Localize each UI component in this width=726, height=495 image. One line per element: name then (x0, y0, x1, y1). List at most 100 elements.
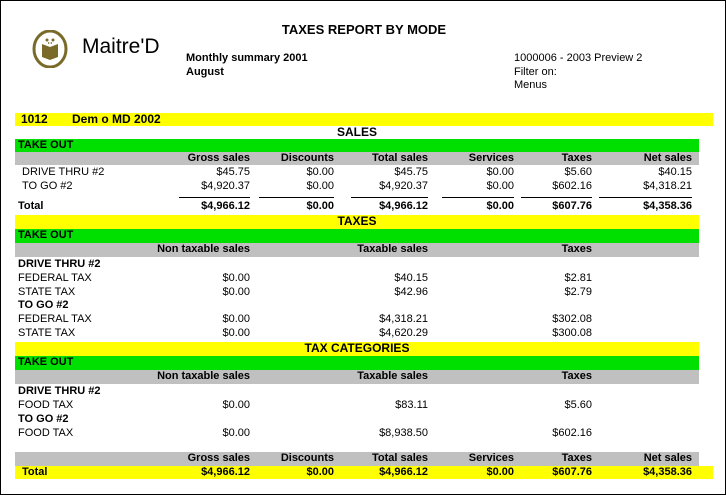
grand-total-value: $4,358.36 (643, 466, 692, 478)
column-header: Taxable sales (357, 370, 428, 382)
mode-label: TAKE OUT (18, 356, 74, 368)
column-header: Taxable sales (357, 243, 428, 255)
store-bar: 1012 Dem o MD 2002 (15, 113, 713, 126)
column-header: Taxes (561, 243, 592, 255)
cell-value: $0.00 (222, 426, 250, 439)
section-title: SALES (336, 125, 377, 139)
total-rule (442, 197, 514, 198)
section-bar (15, 215, 699, 229)
section-bar (15, 342, 699, 356)
cell-value: $602.16 (552, 426, 592, 439)
total-value: $0.00 (486, 200, 514, 212)
cell-value: $45.75 (216, 166, 250, 178)
cell-value: $0.00 (222, 285, 250, 298)
column-header: Net sales (643, 452, 692, 464)
store-name: Dem o MD 2002 (72, 112, 161, 126)
group-label: TO GO #2 (18, 299, 69, 311)
grand-total-value: $4,966.12 (201, 466, 250, 478)
cell-value: $42.96 (394, 285, 428, 298)
cell-value: $8,938.50 (379, 426, 428, 439)
column-header: Net sales (643, 152, 692, 164)
grand-total-value: $0.00 (306, 466, 334, 478)
cell-value: $83.11 (395, 399, 428, 411)
total-value: $4,358.36 (643, 200, 692, 212)
total-value: $607.76 (552, 200, 592, 212)
cell-value: $40.15 (658, 166, 692, 178)
logo-text: Maitre'D (82, 35, 160, 58)
cell-value: $0.00 (222, 399, 250, 411)
column-header-bar (15, 370, 699, 384)
mode-label: TAKE OUT (18, 139, 74, 151)
row-label: FEDERAL TAX (18, 313, 92, 325)
cell-value: $4,318.21 (643, 180, 692, 192)
column-header-bar (15, 243, 699, 257)
row-label: TO GO #2 (22, 180, 73, 192)
total-rule (179, 197, 250, 198)
filter-label: Filter on: (514, 66, 557, 78)
column-header: Discounts (280, 152, 334, 164)
row-label: FOOD TAX (18, 399, 74, 411)
total-rule (351, 197, 428, 198)
group-label: DRIVE THRU #2 (18, 258, 101, 270)
grand-total-value: $607.76 (552, 466, 592, 478)
group-label: TO GO #2 (18, 412, 69, 425)
row-label: STATE TAX (18, 285, 76, 298)
total-value: $0.00 (306, 200, 334, 212)
column-header: Non taxable sales (157, 370, 250, 382)
mode-bar (15, 139, 699, 152)
cell-value: $302.08 (552, 313, 592, 325)
cell-value: $40.15 (394, 272, 428, 284)
cell-value: $0.00 (486, 166, 514, 178)
grand-total-value: $4,966.12 (379, 466, 428, 478)
cell-value: $0.00 (306, 166, 334, 178)
cell-value: $2.81 (564, 272, 592, 284)
column-header: Total sales (371, 152, 428, 164)
total-rule (259, 197, 334, 198)
cell-value: $5.60 (564, 166, 592, 178)
cell-value: $300.08 (552, 326, 592, 339)
column-header: Total sales (371, 452, 428, 464)
grand-total-label: Total (22, 466, 48, 478)
row-label: FOOD TAX (18, 426, 74, 439)
report-title: TAXES REPORT BY MODE (281, 22, 447, 37)
cell-value: $0.00 (486, 180, 514, 192)
total-rule (521, 197, 592, 198)
report-subtitle: Monthly summary 2001 (186, 52, 308, 64)
column-header: Taxes (561, 370, 592, 382)
filter-value: Menus (514, 79, 548, 91)
column-header-bar (15, 152, 699, 165)
total-value: $4,966.12 (201, 200, 250, 212)
cell-value: $0.00 (222, 326, 250, 339)
grand-total-value: $0.00 (486, 466, 514, 478)
column-header: Gross sales (187, 452, 250, 464)
cell-value: $4,318.21 (379, 313, 428, 325)
total-rule (599, 197, 692, 198)
maitred-logo-icon (31, 29, 69, 69)
cell-value: $4,920.37 (379, 180, 428, 192)
cell-value: $0.00 (222, 313, 250, 325)
mode-bar (15, 229, 699, 243)
grand-total-bar (15, 466, 713, 479)
mode-label: TAKE OUT (18, 229, 74, 241)
section-title: TAXES (337, 214, 377, 228)
grand-total-header-bar (15, 452, 699, 466)
store-id: 1012 (21, 112, 48, 126)
report-reference: 1000006 - 2003 Preview 2 (514, 52, 643, 64)
total-value: $4,966.12 (379, 200, 428, 212)
column-header: Services (468, 152, 514, 164)
row-label: STATE TAX (18, 326, 76, 339)
column-header: Taxes (561, 452, 592, 464)
cell-value: $4,920.37 (201, 180, 250, 192)
column-header: Discounts (280, 452, 334, 464)
column-header: Non taxable sales (157, 243, 250, 255)
group-label: DRIVE THRU #2 (18, 385, 101, 397)
mode-bar (15, 356, 699, 370)
column-header: Gross sales (187, 152, 250, 164)
cell-value: $0.00 (222, 272, 250, 284)
section-title: TAX CATEGORIES (304, 341, 410, 355)
report-period: August (186, 66, 224, 78)
cell-value: $45.75 (394, 166, 428, 178)
total-label: Total (18, 200, 44, 212)
column-header: Services (468, 452, 514, 464)
